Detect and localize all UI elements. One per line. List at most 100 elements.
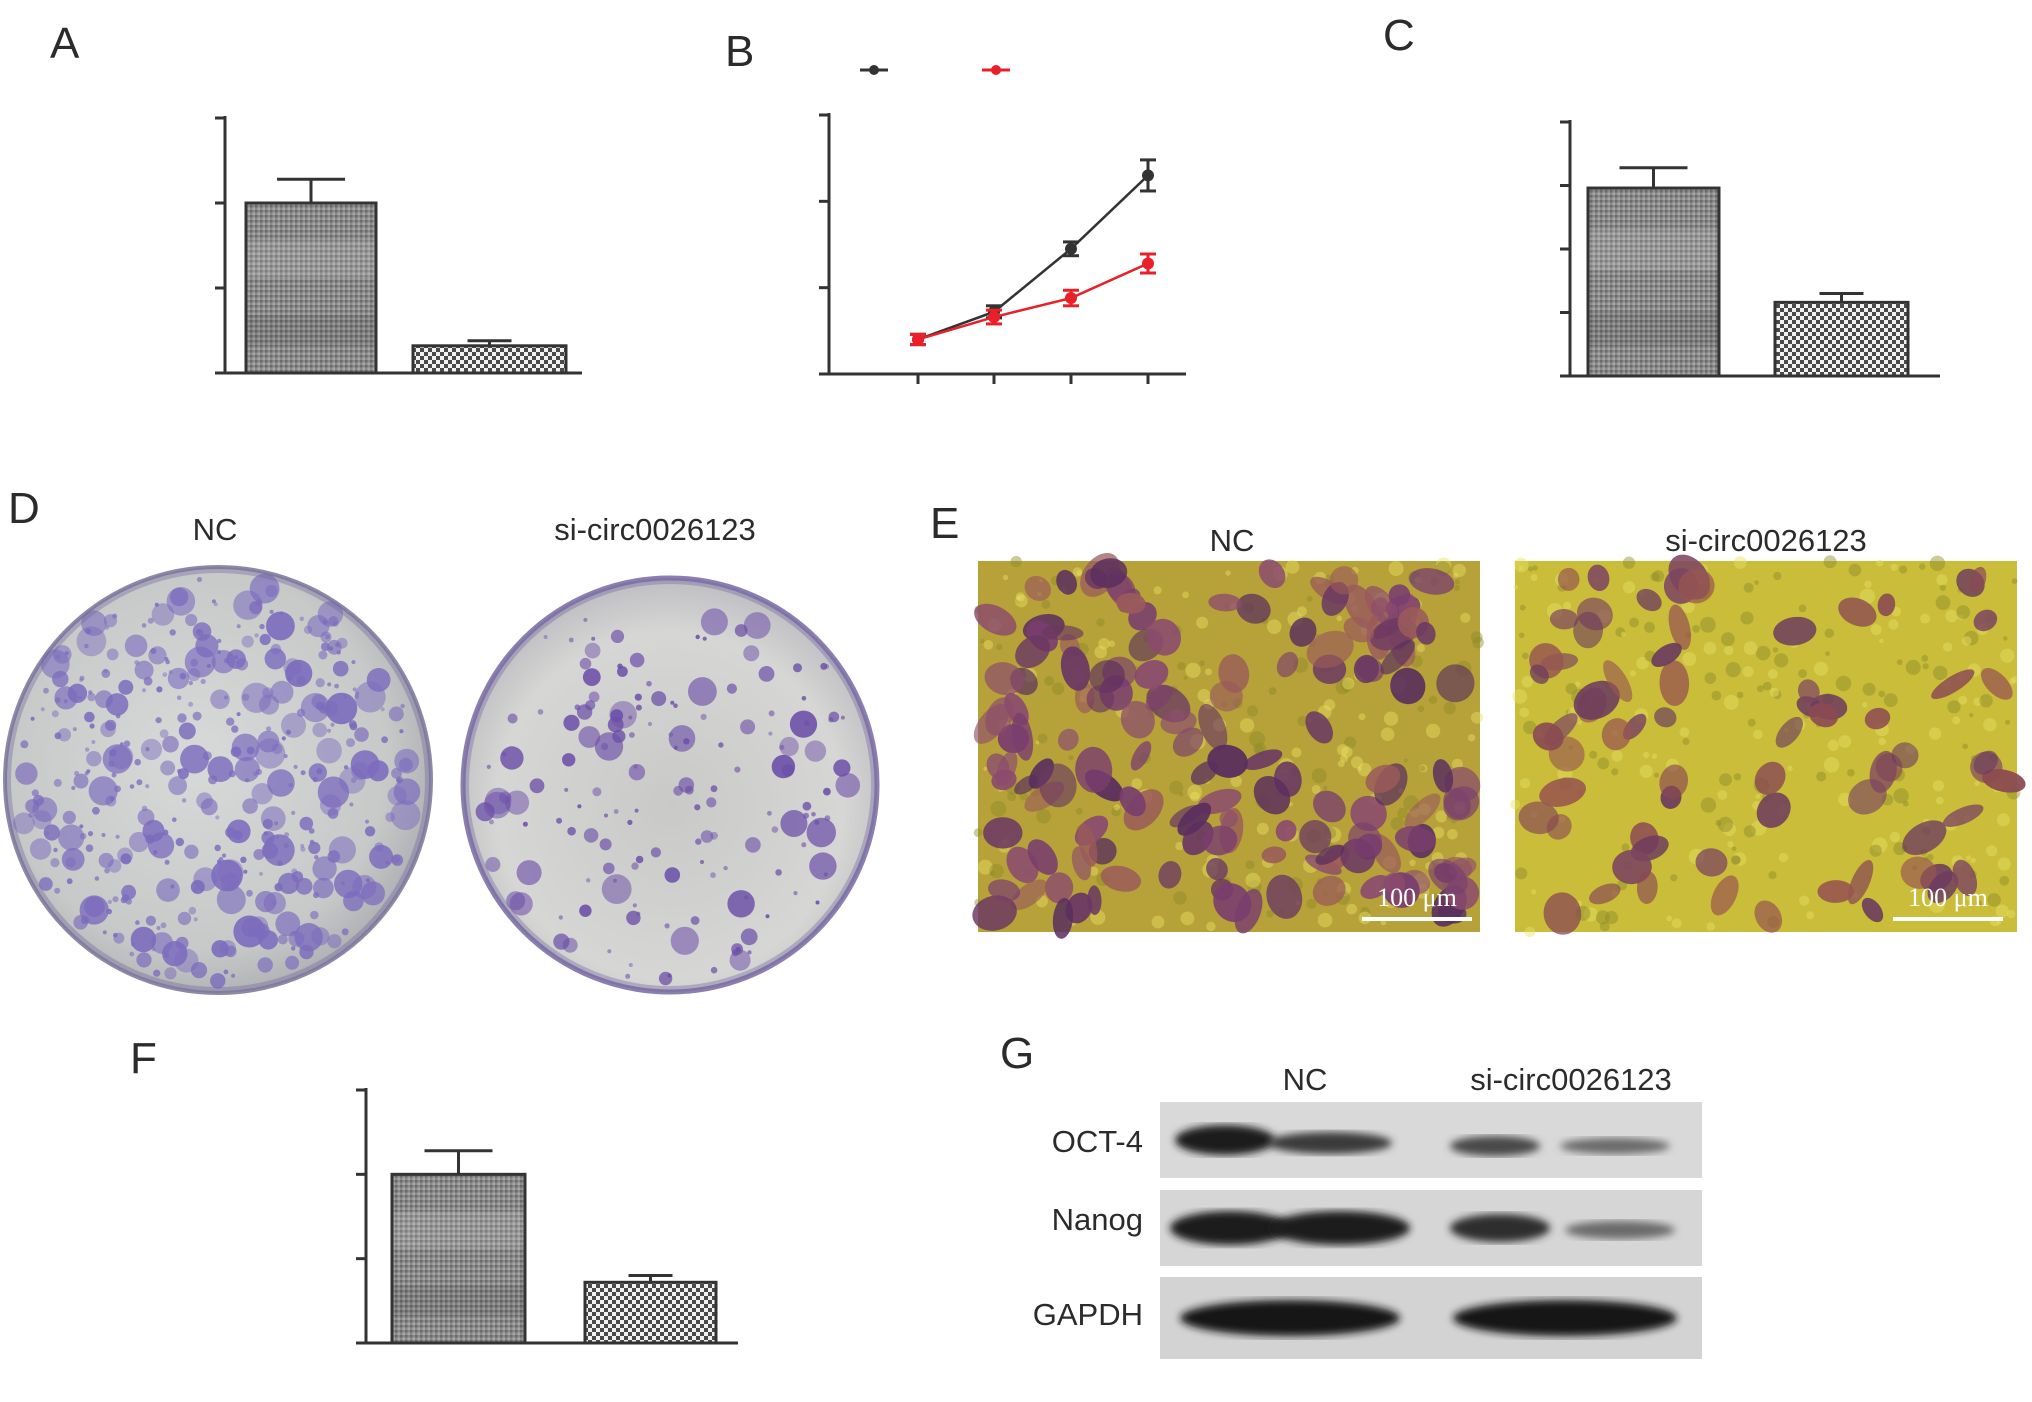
colony <box>690 916 700 925</box>
cell <box>1258 559 1286 588</box>
colony <box>136 952 152 968</box>
colony <box>286 729 291 735</box>
colony <box>211 599 216 604</box>
background-speck <box>1813 661 1829 677</box>
colony <box>188 906 197 915</box>
background-speck <box>1636 656 1649 670</box>
background-speck <box>1390 816 1405 831</box>
colony <box>835 773 861 798</box>
background-speck <box>1575 681 1581 687</box>
background-speck <box>1778 852 1789 863</box>
bar-nc <box>1586 186 1721 378</box>
colony <box>134 758 141 766</box>
colony <box>327 808 339 819</box>
colony <box>718 742 724 748</box>
background-speck <box>1893 788 1909 804</box>
cell <box>1275 819 1297 842</box>
colony <box>664 923 670 929</box>
colony <box>400 703 405 709</box>
colony <box>710 785 718 793</box>
colony <box>54 697 61 704</box>
background-speck <box>1620 631 1626 637</box>
colony <box>106 908 112 915</box>
background-speck <box>977 859 993 875</box>
cell <box>1817 880 1854 903</box>
background-speck <box>1889 831 1901 843</box>
background-speck <box>1682 738 1690 745</box>
background-speck <box>1452 572 1459 579</box>
colony <box>243 926 253 937</box>
colony <box>236 624 241 629</box>
colony <box>824 815 831 821</box>
colony <box>343 765 349 770</box>
colony <box>670 926 699 955</box>
background-speck <box>1768 871 1777 880</box>
panel-letter-b: B <box>725 27 754 76</box>
colony <box>699 859 705 865</box>
background-speck <box>1153 586 1162 595</box>
background-speck <box>1719 773 1732 787</box>
bar-shade <box>247 240 375 278</box>
colony <box>317 776 350 808</box>
colony <box>267 769 295 797</box>
colony <box>236 712 241 717</box>
background-speck <box>1666 915 1673 922</box>
background-speck <box>1731 846 1737 851</box>
background-speck <box>1799 895 1810 906</box>
cell <box>1158 861 1182 889</box>
colony <box>710 966 718 974</box>
colony <box>758 666 775 682</box>
colony <box>601 742 609 751</box>
background-speck <box>1518 632 1525 639</box>
colony <box>316 768 323 775</box>
colony <box>53 847 58 853</box>
background-speck <box>1700 797 1717 813</box>
cell <box>972 895 1017 931</box>
background-speck <box>1732 852 1747 866</box>
colony <box>106 648 119 661</box>
colony <box>793 891 798 896</box>
background-speck <box>1036 808 1051 824</box>
bar-shade <box>1589 229 1718 271</box>
background-speck <box>1966 855 1971 860</box>
colony <box>178 722 196 740</box>
colony <box>162 941 188 967</box>
colony <box>181 798 187 803</box>
background-speck <box>1206 921 1216 932</box>
colony <box>79 678 84 682</box>
panel-letter-e: E <box>930 499 959 548</box>
colony <box>314 855 319 860</box>
colony <box>57 728 71 742</box>
data-point <box>912 333 924 346</box>
cell <box>1243 749 1283 771</box>
colony <box>507 713 518 724</box>
colony <box>743 645 760 662</box>
cell <box>1902 820 1947 856</box>
background-speck <box>1428 695 1438 704</box>
colony <box>31 789 39 797</box>
colony <box>147 617 154 624</box>
scale-bar-label-nc: 100 μm <box>1377 883 1457 912</box>
colony <box>274 821 279 826</box>
cell <box>1557 567 1580 591</box>
background-speck <box>1862 682 1876 696</box>
background-speck <box>1743 641 1758 655</box>
background-speck <box>2011 676 2018 683</box>
colony <box>391 854 400 864</box>
background-speck <box>1682 652 1697 666</box>
cell <box>1601 718 1632 751</box>
background-speck <box>1178 791 1184 797</box>
background-speck <box>1470 631 1483 644</box>
colony <box>327 934 342 949</box>
panel-letter-c: C <box>1383 11 1415 60</box>
background-speck <box>1615 627 1626 638</box>
colony <box>522 821 528 827</box>
background-speck <box>1131 778 1143 790</box>
colony <box>226 819 251 844</box>
colony <box>824 664 830 669</box>
cell <box>1603 660 1633 702</box>
colony <box>628 715 633 720</box>
background-speck <box>1740 611 1754 625</box>
background-speck <box>1652 570 1665 583</box>
colony <box>710 872 716 878</box>
